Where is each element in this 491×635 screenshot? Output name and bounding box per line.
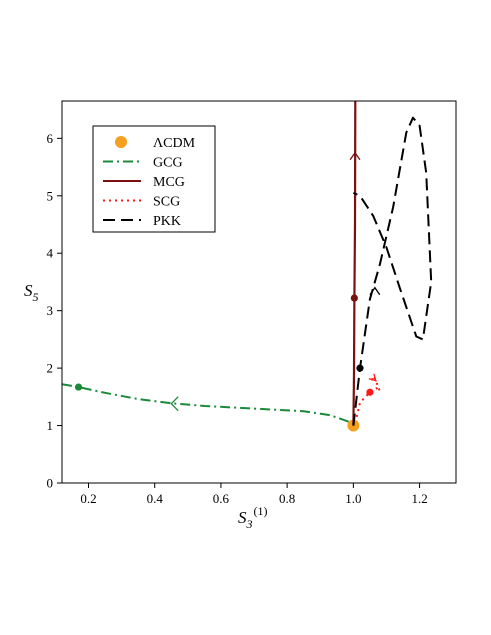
legend-label: MCG — [153, 175, 185, 190]
legend-item-mcg: MCG — [103, 175, 185, 190]
x-tick-label: 1.0 — [345, 491, 361, 506]
pkk-marker — [356, 364, 364, 372]
series-scg — [355, 373, 381, 418]
y-tick-label: 1 — [47, 418, 54, 433]
x-tick-label: 0.8 — [279, 491, 295, 506]
legend-label: SCG — [153, 195, 180, 210]
legend-label: ΛCDM — [153, 136, 196, 151]
y-axis-label: S5 — [24, 281, 39, 304]
series-pkk — [352, 116, 433, 426]
x-tick-label: 0.6 — [213, 491, 230, 506]
legend-label: PKK — [153, 214, 181, 229]
y-tick-label: 5 — [47, 188, 54, 203]
y-tick-label: 2 — [47, 361, 54, 376]
mcg-line — [352, 101, 357, 426]
legend-item-lcdm: ΛCDM — [115, 136, 196, 151]
x-axis-label: S3(1) — [238, 504, 268, 531]
gcg-marker — [74, 383, 83, 391]
gcg-line — [62, 383, 354, 425]
pkk-arrow — [369, 286, 381, 296]
series-gcg — [62, 383, 354, 425]
series-mcg — [349, 101, 361, 426]
mcg-marker — [350, 294, 358, 302]
plot-area — [62, 101, 433, 432]
scg-marker — [366, 388, 374, 396]
legend-label: GCG — [153, 156, 183, 171]
legend: ΛCDM GCG MCG SCG PKK — [92, 125, 216, 233]
mcg-arrow — [349, 151, 361, 161]
x-tick-label: 0.2 — [80, 491, 96, 506]
scg-arrow — [368, 373, 377, 382]
legend-item-scg: SCG — [103, 195, 180, 210]
axes-frame — [61, 100, 457, 484]
legend-swatch — [115, 136, 127, 148]
y-tick-label: 6 — [47, 131, 54, 146]
legend-item-gcg: GCG — [103, 156, 183, 171]
scg-line — [355, 375, 381, 418]
pkk-line — [352, 116, 433, 426]
legend-box — [92, 125, 216, 233]
y-tick-label: 4 — [47, 246, 54, 261]
legend-item-pkk: PKK — [103, 214, 181, 229]
x-tick-label: 1.2 — [411, 491, 427, 506]
gcg-arrow — [170, 396, 179, 412]
y-tick-label: 0 — [47, 476, 54, 491]
axis-ticks: 0.2 0.4 0.6 0.8 1.0 1.2 0 1 2 3 4 5 6 — [47, 131, 428, 506]
y-tick-label: 3 — [47, 303, 54, 318]
x-tick-label: 0.4 — [147, 491, 164, 506]
